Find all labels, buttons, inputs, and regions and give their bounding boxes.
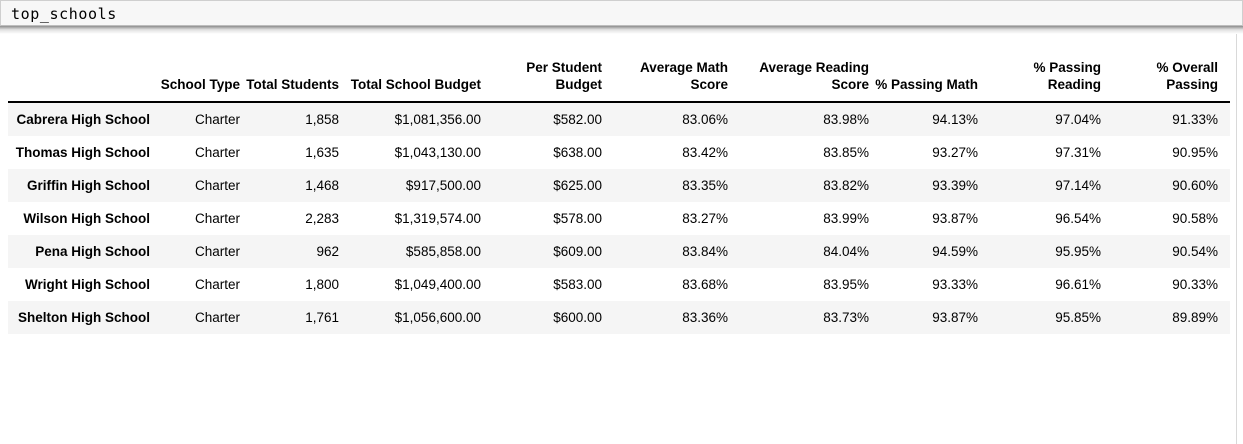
table-cell: Charter	[194, 178, 240, 193]
table-cell: 83.99%	[823, 211, 869, 226]
table-row: Wilson High School Charter 2,283 $1,319,574…	[8, 202, 1230, 235]
table-cell: $582.00	[553, 112, 602, 127]
row-header-school-name: Wright High School	[25, 277, 150, 292]
table-cell: 1,761	[305, 310, 339, 325]
table-cell: 83.27%	[682, 211, 728, 226]
table-row: Cabrera High School Charter 1,858 $1,081,35…	[8, 102, 1230, 136]
row-header-school-name: Shelton High School	[18, 310, 150, 325]
table-cell: 95.95%	[1055, 244, 1101, 259]
code-input[interactable]: top_schools	[11, 5, 117, 23]
table-cell: 83.82%	[823, 178, 869, 193]
table-cell: 93.33%	[932, 277, 978, 292]
table-cell: 93.87%	[932, 310, 978, 325]
table-cell: 93.87%	[932, 211, 978, 226]
table-cell: 83.95%	[823, 277, 869, 292]
table-cell: 83.73%	[823, 310, 869, 325]
table-cell: 1,858	[305, 112, 339, 127]
column-header: Average Reading Score	[728, 53, 869, 103]
table-cell: 83.06%	[682, 112, 728, 127]
table-row: Pena High School Charter 962 $585,858.00 $60…	[8, 235, 1230, 268]
table-cell: 90.54%	[1172, 244, 1218, 259]
row-header-school-name: Thomas High School	[15, 145, 150, 160]
table-cell: 93.27%	[932, 145, 978, 160]
table-cell: Charter	[194, 145, 240, 160]
table-cell: $1,081,356.00	[394, 112, 481, 127]
table-cell: 1,468	[305, 178, 339, 193]
table-cell: 97.04%	[1055, 112, 1101, 127]
column-header: % Passing Math	[869, 53, 978, 103]
table-body: Cabrera High School Charter 1,858 $1,081,35…	[8, 102, 1230, 334]
column-header: Total Students	[240, 53, 339, 103]
cell-shadow	[0, 26, 1243, 34]
table-cell: 83.68%	[682, 277, 728, 292]
row-header-school-name: Griffin High School	[27, 178, 150, 193]
row-header-school-name: Wilson High School	[23, 211, 150, 226]
dataframe-table: School Type Total Students Total School Bu…	[8, 53, 1230, 334]
table-cell: 90.95%	[1172, 145, 1218, 160]
column-header: % Overall Passing	[1101, 53, 1230, 103]
table-cell: 89.89%	[1172, 310, 1218, 325]
table-cell: 83.84%	[682, 244, 728, 259]
column-header: Average Math Score	[602, 53, 728, 103]
index-header-blank	[8, 53, 150, 103]
table-cell: 90.60%	[1172, 178, 1218, 193]
table-cell: Charter	[194, 112, 240, 127]
output-area: School Type Total Students Total School Bu…	[0, 34, 1243, 334]
column-header: % Passing Reading	[978, 53, 1101, 103]
table-cell: Charter	[194, 211, 240, 226]
column-header: Per Student Budget	[481, 53, 602, 103]
column-header: Total School Budget	[339, 53, 481, 103]
table-cell: $578.00	[553, 211, 602, 226]
table-cell: 95.85%	[1055, 310, 1101, 325]
header-row: School Type Total Students Total School Bu…	[8, 53, 1230, 103]
table-cell: 97.14%	[1055, 178, 1101, 193]
table-cell: 84.04%	[823, 244, 869, 259]
table-cell: 83.98%	[823, 112, 869, 127]
table-cell: $1,056,600.00	[394, 310, 481, 325]
table-cell: 1,635	[305, 145, 339, 160]
row-header-school-name: Cabrera High School	[16, 112, 150, 127]
table-cell: $625.00	[553, 178, 602, 193]
column-header: School Type	[150, 53, 240, 103]
table-cell: 94.59%	[932, 244, 978, 259]
table-cell: 2,283	[305, 211, 339, 226]
table-cell: $638.00	[553, 145, 602, 160]
table-cell: $1,043,130.00	[394, 145, 481, 160]
table-cell: 83.42%	[682, 145, 728, 160]
table-row: Thomas High School Charter 1,635 $1,043,130…	[8, 136, 1230, 169]
table-cell: Charter	[194, 277, 240, 292]
table-cell: $917,500.00	[405, 178, 481, 193]
table-head: School Type Total Students Total School Bu…	[8, 53, 1230, 103]
table-cell: $1,319,574.00	[394, 211, 481, 226]
table-cell: Charter	[194, 244, 240, 259]
table-cell: $600.00	[553, 310, 602, 325]
table-cell: 83.35%	[682, 178, 728, 193]
table-cell: 83.85%	[823, 145, 869, 160]
table-cell: 90.58%	[1172, 211, 1218, 226]
table-cell: 83.36%	[682, 310, 728, 325]
table-cell: $1,049,400.00	[394, 277, 481, 292]
table-cell: 96.61%	[1055, 277, 1101, 292]
row-header-school-name: Pena High School	[35, 244, 150, 259]
table-cell: 1,800	[305, 277, 339, 292]
table-cell: 91.33%	[1172, 112, 1218, 127]
table-cell: 90.33%	[1172, 277, 1218, 292]
table-cell: 93.39%	[932, 178, 978, 193]
table-cell: 94.13%	[932, 112, 978, 127]
output-right-border	[1236, 34, 1237, 444]
table-row: Wright High School Charter 1,800 $1,049,400…	[8, 268, 1230, 301]
table-cell: 962	[316, 244, 339, 259]
code-cell[interactable]: top_schools	[0, 0, 1243, 26]
table-cell: $585,858.00	[405, 244, 481, 259]
table-cell: 97.31%	[1055, 145, 1101, 160]
table-row: Griffin High School Charter 1,468 $917,500.…	[8, 169, 1230, 202]
table-cell: Charter	[194, 310, 240, 325]
table-cell: $609.00	[553, 244, 602, 259]
table-cell: $583.00	[553, 277, 602, 292]
table-row: Shelton High School Charter 1,761 $1,056,60…	[8, 301, 1230, 334]
table-cell: 96.54%	[1055, 211, 1101, 226]
